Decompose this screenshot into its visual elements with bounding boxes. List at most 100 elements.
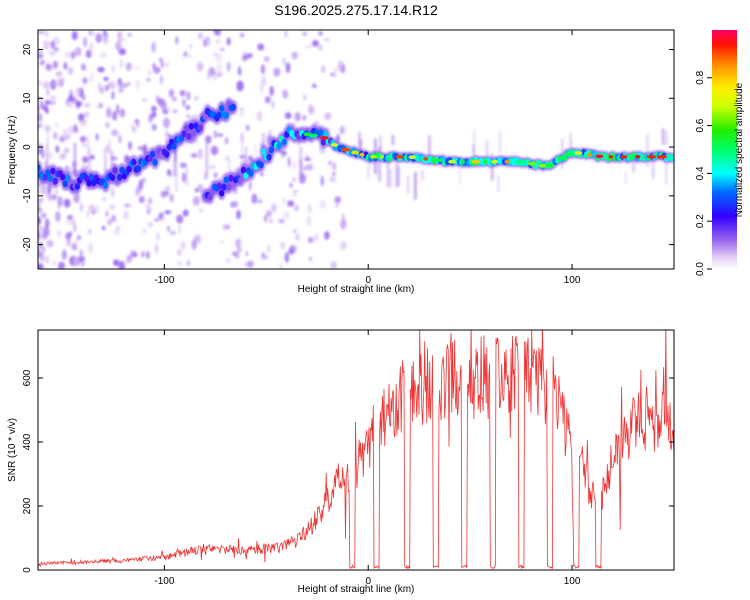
spectrogram-noise-cell <box>70 51 76 60</box>
spectrogram-peak-cell <box>608 155 614 159</box>
spectrogram-noise-cell <box>83 111 90 118</box>
spectrogram-streak <box>473 129 475 159</box>
spectrogram-noise-cell <box>151 105 157 112</box>
spectrogram-noise-cell <box>118 134 122 144</box>
spectrogram-noise-cell <box>273 67 281 77</box>
spectrogram-noise-cell <box>88 204 96 213</box>
colorbar-gradient <box>712 30 737 269</box>
spectrogram-ridge-cell <box>74 183 80 190</box>
spectrogram-ridge-cell <box>50 167 56 175</box>
spectrogram-ridge-cell <box>164 150 170 158</box>
spectrogram-noise-cell <box>269 85 274 97</box>
spectrogram-noise-cell <box>292 177 296 183</box>
spectrogram-noise-cell <box>191 239 197 250</box>
spectrogram-noise-cell <box>324 112 332 121</box>
spectrogram-ridge-cell <box>88 173 95 181</box>
spectrogram-noise-cell <box>47 193 54 202</box>
spectrogram-noise-cell <box>340 218 347 230</box>
spectrogram-noise-cell <box>179 89 186 97</box>
spectrogram-noise-cell <box>85 49 92 59</box>
snr-y-tick-label: 0 <box>22 567 33 573</box>
spectrogram-noise-cell <box>208 67 216 76</box>
spectrogram-ridge-cell <box>181 130 187 138</box>
spectrogram-noise-cell <box>123 210 129 220</box>
spectrogram-peak-cell <box>620 155 628 159</box>
spectrogram-noise-cell <box>118 83 121 95</box>
spectrogram-noise-cell <box>94 204 100 215</box>
spectrogram-ridge-cell <box>186 133 192 140</box>
spectrogram-noise-cell <box>292 160 297 170</box>
spectrogram-noise-cell <box>88 32 96 36</box>
spectrogram-ridge-cell <box>91 179 97 187</box>
spectrogram-ridge-cell <box>119 166 125 174</box>
snr-marks <box>38 330 674 570</box>
spectrogram-ridge-cell <box>248 170 254 177</box>
spectrogram-noise-cell <box>176 260 183 267</box>
spectrogram-noise-cell <box>280 150 287 157</box>
spectrogram-noise-cell <box>160 74 163 85</box>
spectrogram-noise-cell <box>216 133 224 137</box>
spectrogram-ridge-cell <box>228 174 234 182</box>
spectrogram-streak <box>665 154 667 185</box>
spectrogram-streak <box>625 171 627 185</box>
spectrogram-noise-cell <box>176 214 184 224</box>
spectrogram-noise-cell <box>72 168 78 178</box>
spectrogram-noise-cell <box>244 262 249 267</box>
spectrogram-peak-cell <box>515 159 523 164</box>
spectrogram-ridge-cell <box>261 148 267 155</box>
spectrogram-noise-cell <box>329 176 337 183</box>
snr-ticks: -100 0 100 0 200 400 600 <box>22 330 674 587</box>
snr-x-tick-label: 100 <box>564 576 581 587</box>
spectrogram-noise-cell <box>152 62 156 69</box>
spectrogram-noise-cell <box>126 257 131 264</box>
spectrogram-noise-cell <box>156 231 160 242</box>
spectrogram-y-tick-label: 0 <box>22 144 33 150</box>
spectrogram-noise-cell <box>48 50 56 56</box>
spectrogram-peak-cell <box>574 151 583 155</box>
spectrogram-noise-cell <box>203 38 207 48</box>
snr-y-tick-label: 200 <box>22 497 33 514</box>
spectrogram-noise-cell <box>38 216 42 226</box>
spectrogram-noise-cell <box>73 192 80 204</box>
spectrogram-noise-cell <box>306 215 312 227</box>
spectrogram-peak-cell <box>586 152 593 157</box>
spectrogram-noise-cell <box>158 57 163 62</box>
spectrogram-noise-cell <box>57 196 63 207</box>
spectrogram-noise-cell <box>79 249 84 258</box>
spectrogram-ridge-cell <box>166 143 172 151</box>
spectrogram-noise-cell <box>44 124 51 132</box>
spectrogram-noise-cell <box>339 125 345 135</box>
spectrogram-noise-cell <box>45 108 50 114</box>
spectrogram-ridge-cell <box>197 124 204 132</box>
spectrogram-noise-cell <box>182 172 186 183</box>
spectrogram-noise-cell <box>111 91 115 100</box>
spectrogram-ridge-cell <box>183 124 189 132</box>
spectrogram-streak <box>262 133 265 149</box>
spectrogram-noise-cell <box>180 162 187 169</box>
spectrogram-noise-cell <box>146 78 151 82</box>
spectrogram-ridge-cell <box>47 174 54 182</box>
spectrogram-noise-cell <box>280 241 286 250</box>
spectrogram-noise-cell <box>260 64 266 75</box>
figure-title: S196.2025.275.17.14.R12 <box>274 2 438 18</box>
colorbar: 0.0 0.2 0.4 0.6 0.8 Normalized spectral ampl… <box>695 30 745 276</box>
spectrogram-noise-cell <box>182 98 186 107</box>
spectrogram-noise-cell <box>259 172 264 177</box>
spectrogram-peak-cell <box>359 153 365 157</box>
spectrogram-noise-cell <box>45 63 52 71</box>
spectrogram-noise-cell <box>172 109 178 114</box>
spectrogram-peak-cell <box>527 161 537 166</box>
spectrogram-streak <box>632 156 635 173</box>
spectrogram-noise-cell <box>213 129 217 139</box>
spectrogram-noise-cell <box>166 169 171 175</box>
spectrogram-noise-cell <box>141 251 145 258</box>
spectrogram-streak <box>104 148 106 180</box>
spectrogram-peak-cell <box>395 155 405 159</box>
spectrogram-noise-cell <box>261 252 265 257</box>
spectrogram-noise-cell <box>61 249 67 260</box>
spectrogram-streak <box>569 132 572 159</box>
snr-panel: -100 0 100 0 200 400 600 Height of straight li… <box>7 329 675 595</box>
spectrogram-noise-cell <box>111 80 116 91</box>
spectrogram-noise-cell <box>332 162 337 171</box>
